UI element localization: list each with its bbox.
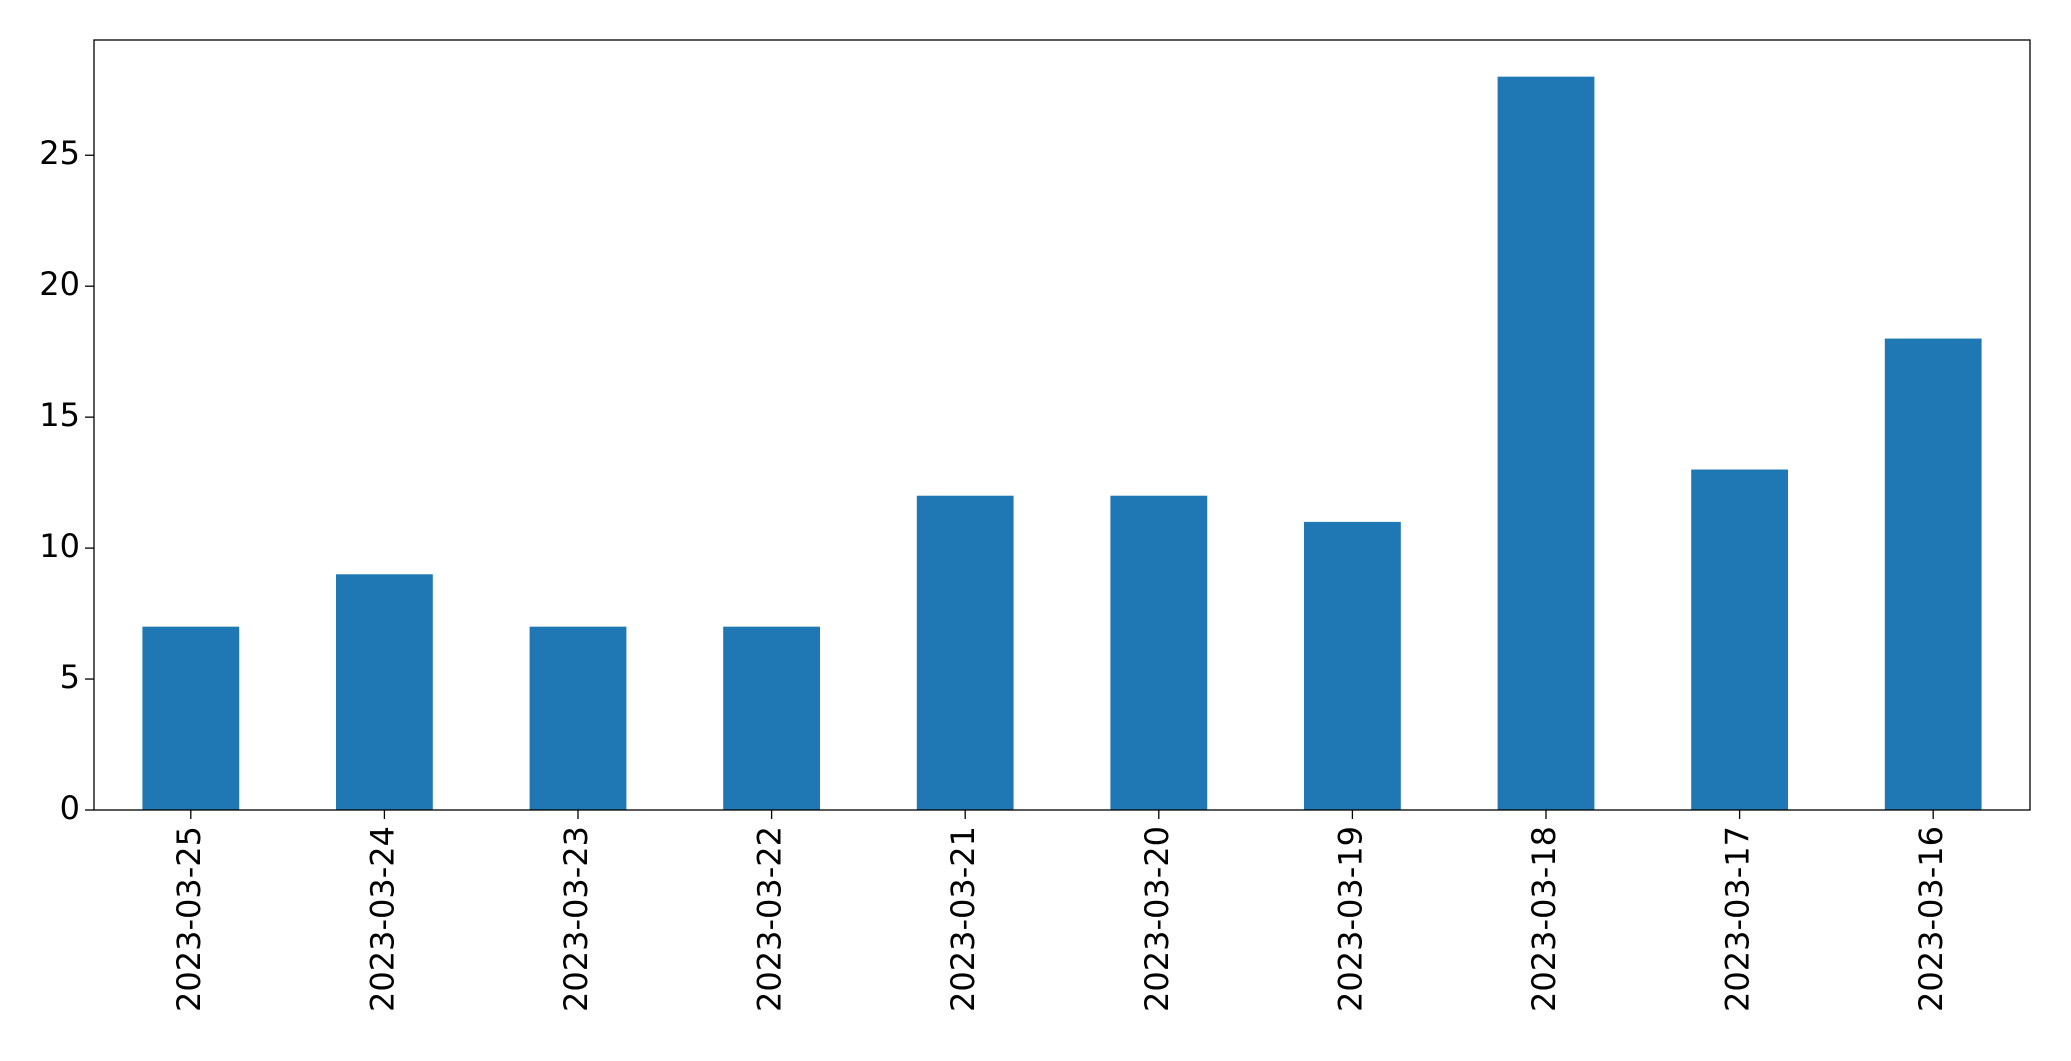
bar [142,626,240,810]
x-tick-label: 2023-03-18 [1525,826,1563,1012]
x-tick-label: 2023-03-25 [170,826,208,1012]
bar [916,495,1014,810]
bar [723,626,820,810]
plot-frame [93,39,2031,811]
bar [1691,469,1788,810]
x-tick-label: 2023-03-22 [751,826,789,1012]
x-tick-label: 2023-03-19 [1331,826,1369,1012]
x-tick-label: 2023-03-21 [944,826,982,1012]
bar [1884,338,1982,810]
y-tick-label: 15 [39,396,80,434]
x-tick-label: 2023-03-20 [1138,826,1176,1012]
y-tick-label: 10 [39,527,80,565]
bar [1304,521,1401,810]
x-tick-label: 2023-03-24 [363,826,401,1012]
x-tick-label: 2023-03-16 [1912,826,1950,1012]
x-tick-label: 2023-03-17 [1719,826,1757,1012]
bar [336,574,433,810]
y-tick-label: 25 [39,134,80,172]
y-tick-label: 5 [60,658,80,696]
bar [1497,76,1595,810]
bar [1110,495,1208,810]
x-tick-label: 2023-03-23 [557,826,595,1012]
y-tick-label: 20 [39,265,80,303]
y-tick-label: 0 [60,789,80,827]
bar [529,626,627,810]
